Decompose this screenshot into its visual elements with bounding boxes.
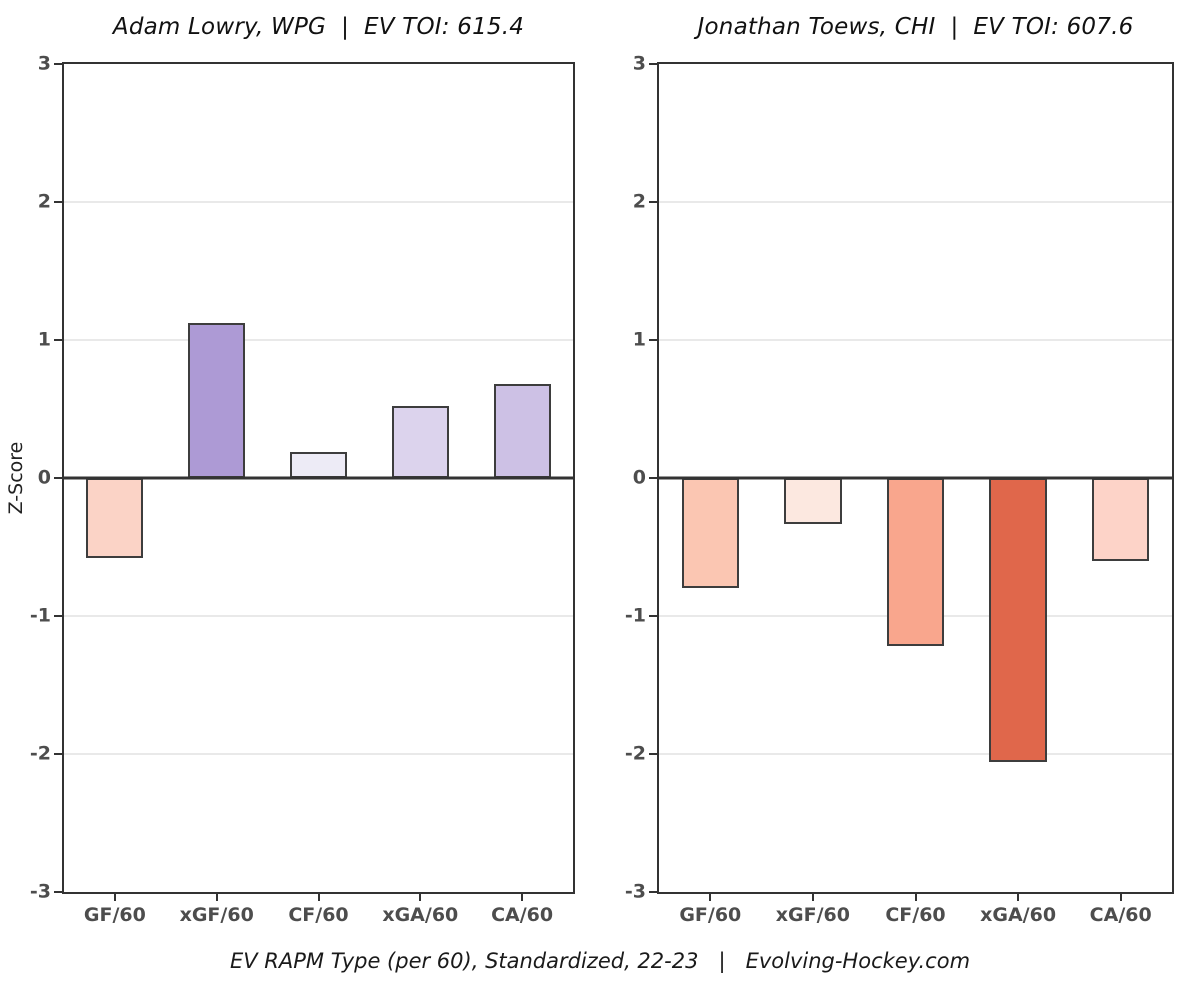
y-tick-mark [649,63,657,65]
x-tick-label: xGA/60 [382,904,459,926]
bar-gf60 [681,478,740,589]
gridline-y-1 [64,614,573,617]
y-tick-mark [649,200,657,203]
bar-ca60 [1091,478,1150,561]
plot-area: GF/60 xGF/60 CF/60 xGA/60 CA/60 3 2 1 0 -1 -2 -3 [30,54,575,926]
x-tick-mark [113,894,116,901]
zero-baseline [64,476,573,480]
chart-panel-jonathan-toews: Jonathan Toews, CHI | EV TOI: 607.6 GF/6… [600,0,1200,988]
y-tick-label: 2 [632,190,646,213]
x-tick-label: GF/60 [83,904,146,926]
y-tick-label: -2 [29,742,51,765]
figure-caption: EV RAPM Type (per 60), Standardized, 22-… [229,949,971,973]
zero-baseline [659,476,1172,480]
y-tick-mark [649,477,657,479]
x-tick-label: xGF/60 [179,904,254,926]
chart-title: Jonathan Toews, CHI | EV TOI: 607.6 [697,14,1134,40]
y-tick-label: 0 [37,466,51,489]
y-tick-mark [54,891,62,893]
y-tick-mark [54,200,62,203]
x-tick-label: xGF/60 [775,904,850,926]
y-tick-mark [649,338,657,341]
gridline-y-2 [64,753,573,755]
y-tick-mark [54,614,62,617]
bar-xga60 [989,478,1047,763]
x-tick-mark [1119,894,1122,901]
y-tick-mark [54,63,62,65]
gridline-y2 [659,200,1172,203]
y-tick-label: -3 [29,880,51,903]
y-tick-label: 2 [37,190,51,213]
y-tick-mark [649,614,657,617]
y-tick-mark [649,891,657,893]
x-tick-mark [521,894,524,901]
y-tick-label: 3 [632,52,646,75]
y-tick-label: -3 [624,880,646,903]
y-tick-mark [54,338,62,341]
bar-xgf60 [784,478,842,524]
y-tick-mark [54,477,62,479]
gridline-y1 [64,338,573,341]
plot-area: GF/60 xGF/60 CF/60 xGA/60 CA/60 3 2 1 0 -1 -2 -3 [625,54,1174,926]
y-tick-label: 1 [37,328,51,351]
x-tick-label: xGA/60 [980,904,1057,926]
bar-ca60 [493,384,551,478]
x-tick-label: CF/60 [885,904,946,926]
y-tick-mark [54,753,62,755]
gridline-y-2 [659,753,1172,755]
x-tick-mark [914,894,917,901]
y-axis-label: Z-Score [5,441,27,515]
y-tick-label: -1 [624,604,646,627]
bar-xga60 [391,406,449,478]
gridline-y2 [64,200,573,203]
y-tick-label: 1 [632,328,646,351]
x-tick-label: CA/60 [491,904,554,926]
y-tick-label: -1 [29,604,51,627]
x-tick-mark [811,894,814,901]
x-tick-mark [419,894,422,901]
bar-cf60 [289,451,347,478]
y-tick-label: 0 [632,466,646,489]
bar-gf60 [86,478,144,559]
chart-panel-adam-lowry: Adam Lowry, WPG | EV TOI: 615.4 Z-Score … [5,14,575,926]
gridline-y1 [659,338,1172,341]
x-tick-label: GF/60 [679,904,742,926]
y-tick-label: 3 [37,52,51,75]
chart-title: Adam Lowry, WPG | EV TOI: 615.4 [112,14,525,40]
x-tick-mark [709,894,712,901]
x-tick-mark [215,894,218,901]
x-tick-label: CF/60 [288,904,349,926]
x-tick-label: CA/60 [1089,904,1152,926]
y-tick-mark [649,753,657,755]
bar-cf60 [886,478,945,647]
y-tick-label: -2 [624,742,646,765]
bar-xgf60 [188,323,246,478]
x-tick-mark [1017,894,1020,901]
x-tick-mark [317,894,320,901]
